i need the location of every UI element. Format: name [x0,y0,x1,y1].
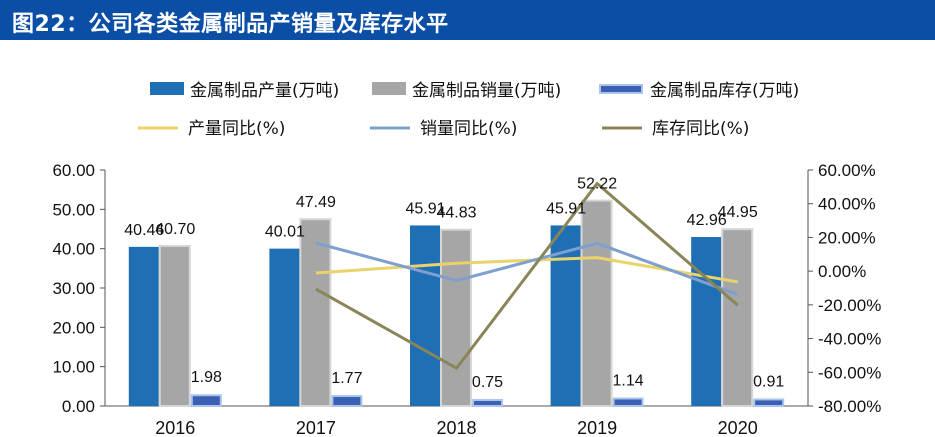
data-label-inventory: 1.14 [613,373,644,390]
data-label-sales: 47.49 [296,194,336,211]
data-label-inventory: 1.77 [331,370,362,387]
line-inventory-yoy [315,181,739,370]
legend-label-inventory-yoy: 库存同比(%) [652,119,749,139]
bar-inventory [612,397,644,407]
right-tick-label: 0.00% [818,262,866,281]
x-tick-label: 2017 [296,418,336,437]
data-label-production: 45.91 [546,200,586,217]
title-bar: 图22：公司各类金属制品产销量及库存水平 [0,0,935,40]
bar-inventory [190,394,222,408]
right-tick-label: -80.00% [818,397,881,416]
left-tick-label: 60.00 [52,161,95,180]
lines [315,181,739,370]
right-tick-label: -20.00% [818,296,881,315]
x-axis-ticks: 2016 2017 2018 2019 2020 [155,418,757,437]
legend-label-sales: 金属制品销量(万吨) [412,81,561,101]
right-tick-label: 40.00% [818,195,876,214]
x-tick-label: 2018 [436,418,476,437]
legend-swatch-sales [372,82,406,95]
data-label-inventory: 1.98 [191,369,222,386]
data-label-sales: 40.70 [155,221,195,238]
data-label-production: 40.46 [124,222,164,239]
right-axis-ticks: -80.00% -60.00% -40.00% -20.00% 0.00% 20.00% 4… [808,161,881,416]
bar-production [410,225,440,406]
bars [128,199,785,408]
left-tick-label: 20.00 [52,318,95,337]
bar-sales [158,244,191,407]
left-tick-label: 40.00 [52,240,95,259]
data-label-inventory: 0.91 [753,373,784,390]
left-tick-label: 10.00 [52,358,95,377]
data-label-production: 40.01 [265,224,305,241]
legend-label-inventory: 金属制品库存(万吨) [650,81,799,101]
data-label-inventory: 0.75 [472,374,503,391]
bar-inventory [753,398,785,407]
left-tick-label: 50.00 [52,200,95,219]
bar-sales [580,199,613,407]
data-label-sales: 44.95 [718,204,758,221]
data-labels: 40.46 40.01 45.91 45.91 42.96 40.70 47.49 44.83… [124,176,784,391]
left-tick-label: 30.00 [52,279,95,298]
data-label-production: 45.91 [405,200,445,217]
bar-production [128,246,159,406]
legend-label-production: 金属制品产量(万吨) [190,81,339,101]
x-tick-label: 2019 [577,418,617,437]
legend-label-production-yoy: 产量同比(%) [188,119,285,139]
data-label-sales: 44.83 [436,205,476,222]
right-tick-label: -60.00% [818,363,881,382]
left-tick-label: 0.00 [62,397,95,416]
page-title: 图22：公司各类金属制品产销量及库存水平 [12,12,449,37]
x-tick-label: 2020 [718,418,758,437]
legend-swatch-inventory [599,84,643,94]
bar-production [269,248,300,406]
x-tick-label: 2016 [155,418,195,437]
bar-sales [721,228,754,407]
bar-sales [440,228,472,407]
legend-label-sales-yoy: 销量同比(%) [420,119,517,139]
right-tick-label: -40.00% [818,330,881,349]
data-label-sales: 52.22 [577,176,617,193]
legend-swatch-production [150,82,184,95]
line-sales-yoy [315,241,739,296]
right-tick-label: 60.00% [818,161,876,180]
bar-production [691,237,722,406]
left-axis-ticks: 0.00 10.00 20.00 30.00 40.00 50.00 60.00 [52,161,105,416]
legend: 金属制品产量(万吨) 金属制品销量(万吨) 金属制品库存(万吨) 产量同比(%)… [138,81,799,139]
bar-inventory [472,399,503,407]
bar-sales [299,218,332,407]
bar-inventory [331,395,363,407]
data-label-production: 42.96 [687,212,727,229]
right-tick-label: 20.00% [818,228,876,247]
